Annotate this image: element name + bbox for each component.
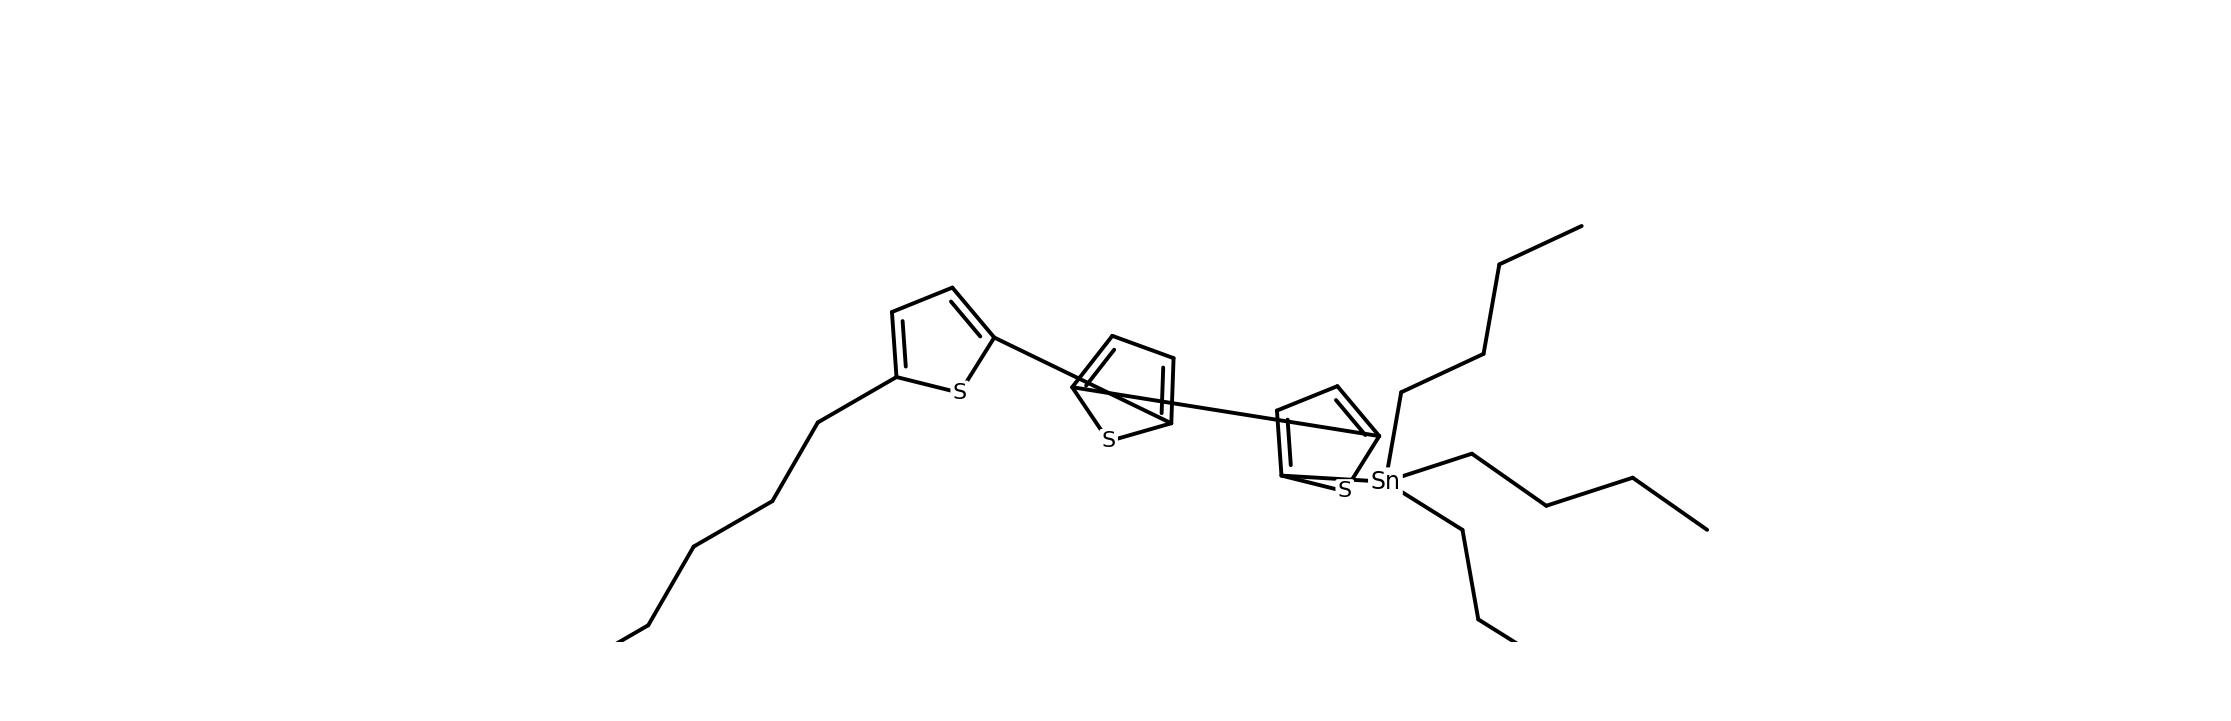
Text: S: S	[1102, 431, 1116, 451]
Text: S: S	[1339, 482, 1352, 501]
Text: S: S	[953, 383, 966, 403]
Text: Sn: Sn	[1370, 470, 1401, 494]
